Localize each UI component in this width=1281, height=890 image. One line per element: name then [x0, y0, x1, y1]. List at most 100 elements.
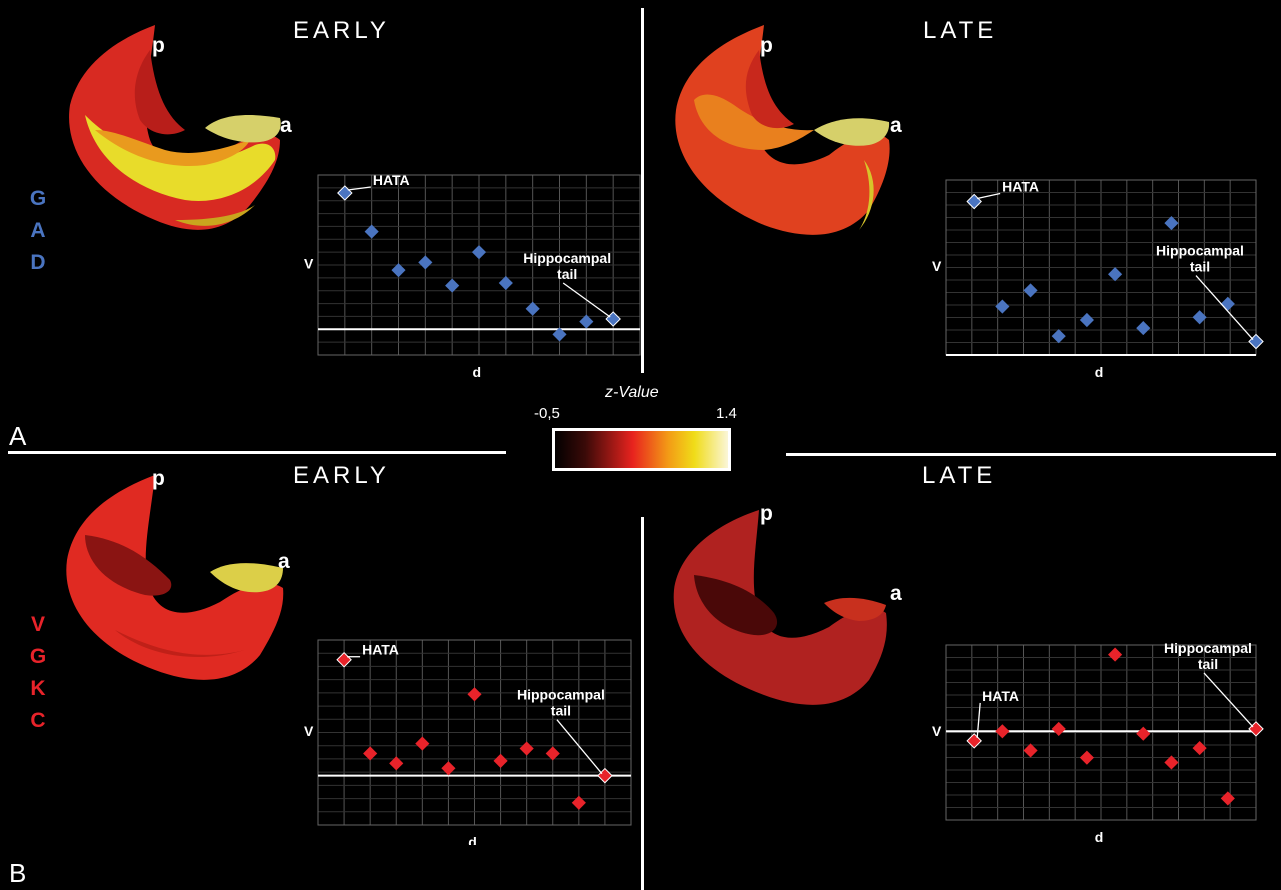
hata-label: HATA	[1002, 179, 1039, 195]
vertical-divider-top	[641, 8, 644, 373]
label-posterior-gad-early: p	[152, 34, 165, 57]
tail-label-line1: Hippocampal	[1164, 640, 1252, 656]
gad-letter-g: G	[29, 187, 47, 210]
hata-leader-line	[977, 192, 1001, 200]
tail-leader-line	[556, 719, 603, 775]
data-point	[966, 193, 982, 210]
title-vgkc-early: EARLY	[293, 462, 390, 489]
data-point	[605, 311, 621, 327]
hata-leader-line	[976, 702, 981, 738]
data-point	[1079, 750, 1094, 765]
data-point	[1051, 329, 1066, 344]
data-point	[1164, 216, 1179, 231]
tail-leader-line	[562, 282, 611, 318]
title-gad-early: EARLY	[293, 17, 390, 44]
data-point	[552, 327, 567, 342]
data-point	[336, 651, 352, 668]
data-point	[1136, 321, 1151, 336]
data-point	[418, 255, 433, 270]
label-posterior-vgkc-early: p	[152, 467, 165, 490]
x-axis-label: d	[468, 834, 477, 845]
vgkc-letter-k: K	[30, 677, 46, 700]
data-point	[1220, 296, 1235, 311]
title-vgkc-late: LATE	[922, 462, 997, 489]
y-axis-label: V	[304, 723, 314, 739]
hippocampus-render-vgkc-early	[66, 475, 284, 680]
label-anterior-vgkc-early: a	[278, 550, 290, 573]
data-point	[995, 299, 1010, 314]
data-point	[1108, 647, 1123, 662]
hata-label: HATA	[982, 688, 1019, 704]
data-point	[1192, 310, 1207, 325]
vgkc-letter-v: V	[30, 613, 45, 636]
colorbar-title: z-Value	[605, 384, 659, 401]
tail-leader-line	[1195, 275, 1254, 340]
panel-label-b: B	[9, 858, 27, 888]
data-point	[389, 756, 404, 771]
data-point	[1023, 283, 1038, 298]
data-point	[571, 795, 586, 810]
vgkc-letter-g: G	[29, 645, 47, 668]
data-point	[441, 761, 456, 776]
label-anterior-gad-early: a	[280, 114, 292, 137]
data-point	[1136, 726, 1151, 741]
data-point	[415, 736, 430, 751]
colorbar	[552, 428, 731, 471]
y-axis-label: V	[932, 723, 942, 739]
data-point	[467, 687, 482, 702]
hippocampus-render-vgkc-late	[673, 510, 887, 705]
colorbar-gradient	[552, 428, 731, 471]
x-axis-label: d	[1095, 829, 1104, 845]
data-point	[966, 733, 982, 749]
hippocampus-render-gad-late	[675, 25, 890, 235]
data-point	[519, 741, 534, 756]
horizontal-divider-right	[786, 453, 1276, 456]
data-point	[493, 753, 508, 768]
label-posterior-vgkc-late: p	[760, 502, 773, 525]
data-point	[363, 746, 378, 761]
vgkc-group-label: V G K C	[26, 609, 50, 737]
x-axis-label: d	[1095, 364, 1104, 380]
data-point	[1079, 312, 1094, 328]
hata-label: HATA	[373, 172, 410, 188]
data-point	[471, 245, 487, 260]
plot-frame	[317, 639, 632, 826]
tail-label-line1: Hippocampal	[1156, 243, 1244, 259]
data-point	[545, 746, 560, 761]
data-point	[498, 275, 513, 291]
data-point	[525, 301, 540, 316]
data-point	[1051, 721, 1066, 736]
gad-group-label: G A D	[26, 183, 50, 279]
label-anterior-gad-late: a	[890, 114, 902, 137]
tail-label-line2: tail	[1190, 259, 1210, 275]
hippocampus-render-gad-early	[69, 25, 281, 230]
data-point	[1023, 743, 1038, 758]
colorbar-max-label: 1.4	[716, 405, 737, 422]
title-gad-late: LATE	[923, 17, 998, 44]
hata-label: HATA	[362, 642, 399, 658]
data-point	[391, 263, 406, 278]
plot-frame	[317, 174, 641, 356]
y-axis-label: V	[304, 256, 314, 272]
gad-letter-a: A	[30, 219, 46, 242]
y-axis-label: V	[932, 258, 942, 274]
panel-label-a: A	[9, 421, 27, 451]
data-point	[1220, 791, 1235, 806]
tail-label-line2: tail	[1198, 656, 1218, 672]
tail-label-line1: Hippocampal	[517, 687, 605, 703]
tail-label-line2: tail	[557, 266, 577, 282]
horizontal-divider-left	[8, 451, 506, 454]
tail-label-line1: Hippocampal	[523, 250, 611, 266]
label-anterior-vgkc-late: a	[890, 582, 902, 605]
label-posterior-gad-late: p	[760, 34, 773, 57]
vertical-divider-bottom	[641, 517, 644, 890]
tail-label-line2: tail	[551, 703, 571, 719]
colorbar-min-label: -0,5	[534, 405, 560, 422]
data-point	[1108, 267, 1123, 282]
gad-letter-d: D	[30, 251, 46, 274]
tail-leader-line	[1203, 672, 1254, 728]
